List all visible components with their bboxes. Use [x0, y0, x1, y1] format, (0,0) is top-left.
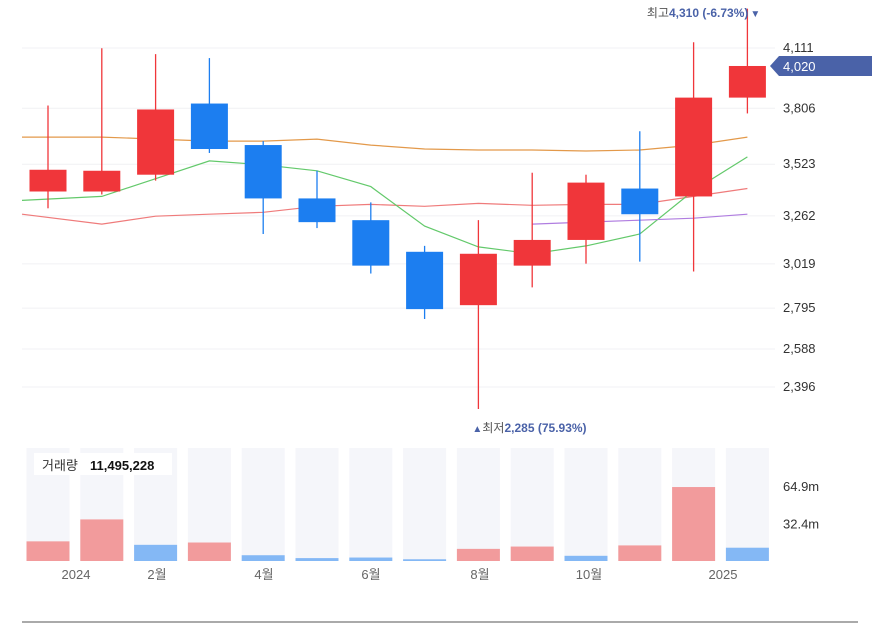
x-tick-label: 4월: [254, 567, 273, 582]
candle-body[interactable]: [406, 251, 444, 310]
high-annotation-prefix: 최고: [647, 6, 669, 20]
candle-body[interactable]: [137, 109, 175, 175]
volume-tick-label: 32.4m: [783, 517, 819, 532]
candle-body[interactable]: [29, 169, 67, 192]
price-tick-label: 4,111: [783, 40, 814, 55]
volume-tick-label: 64.9m: [783, 479, 819, 494]
high-annotation: 최고4,310 (-6.73%): [647, 6, 748, 20]
candle-body[interactable]: [459, 253, 497, 306]
volume-bar[interactable]: [26, 541, 70, 561]
volume-column-bg: [564, 448, 608, 561]
current-price-tag: [770, 55, 872, 76]
volume-bar[interactable]: [725, 547, 769, 561]
candle-body[interactable]: [190, 103, 228, 150]
high-annotation-value: 4,310 (-6.73%): [669, 6, 748, 20]
x-tick-label: 10월: [576, 567, 602, 582]
price-tick-label: 2,795: [783, 300, 816, 315]
volume-column-bg: [618, 448, 662, 561]
volume-header-bg: [34, 453, 172, 475]
current-price-label: 4,020: [783, 59, 816, 74]
candle-body[interactable]: [675, 97, 713, 197]
candle-body[interactable]: [621, 188, 659, 215]
low-annotation-value: 2,285 (75.93%): [504, 421, 586, 435]
volume-bar[interactable]: [510, 546, 554, 561]
x-tick-label: 2025: [709, 567, 738, 582]
volume-bar[interactable]: [241, 555, 285, 561]
candle-body[interactable]: [567, 182, 605, 240]
volume-bar[interactable]: [618, 545, 662, 561]
x-tick-label: 6월: [361, 567, 380, 582]
volume-bar[interactable]: [672, 487, 716, 561]
price-tick-label: 3,262: [783, 208, 816, 223]
volume-bar[interactable]: [134, 544, 178, 561]
volume-bar[interactable]: [295, 558, 339, 561]
x-tick-label: 8월: [470, 567, 489, 582]
volume-column-bg: [241, 448, 285, 561]
price-tick-label: 3,019: [783, 256, 816, 271]
volume-column-bg: [349, 448, 393, 561]
volume-column-bg: [456, 448, 500, 561]
volume-column-bg: [510, 448, 554, 561]
x-tick-label: 2월: [147, 567, 166, 582]
candle-body[interactable]: [298, 198, 336, 223]
moving-average-line: [22, 136, 748, 152]
volume-column-bg: [725, 448, 769, 561]
volume-title: 거래량: [42, 458, 78, 473]
volume-bar[interactable]: [80, 519, 124, 561]
price-tick-label: 3,523: [783, 156, 816, 171]
low-annotation-arrow: ▲: [472, 424, 482, 435]
volume-column-bg: [187, 448, 231, 561]
volume-bar[interactable]: [349, 557, 393, 561]
price-tick-label: 3,806: [783, 100, 816, 115]
volume-bar[interactable]: [403, 559, 447, 561]
volume-column-bg: [403, 448, 447, 561]
moving-average-line: [21, 156, 748, 255]
volume-column-bg: [295, 448, 339, 561]
candle-body[interactable]: [244, 145, 282, 199]
price-tick-label: 2,588: [783, 341, 816, 356]
volume-total: 11,495,228: [90, 458, 154, 473]
volume-bar[interactable]: [187, 542, 231, 561]
x-tick-label: 2024: [62, 567, 91, 582]
price-tick-label: 2,396: [783, 379, 816, 394]
low-annotation-prefix: 최저: [482, 421, 504, 435]
candle-body[interactable]: [352, 220, 390, 266]
volume-bar[interactable]: [456, 548, 500, 561]
candle-body[interactable]: [513, 239, 551, 266]
volume-bar[interactable]: [564, 555, 608, 561]
high-annotation-arrow: ▼: [750, 9, 760, 20]
candle-body[interactable]: [728, 65, 766, 98]
candle-body[interactable]: [83, 170, 121, 192]
low-annotation: 최저2,285 (75.93%): [482, 421, 586, 435]
